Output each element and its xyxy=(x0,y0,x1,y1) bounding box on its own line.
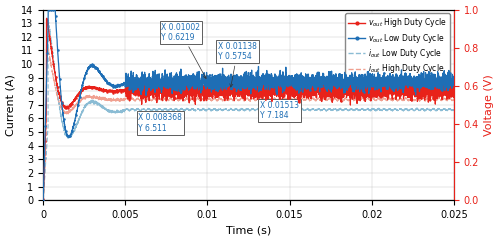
Text: X 0.01513
Y 7.184: X 0.01513 Y 7.184 xyxy=(260,101,299,120)
Text: X 0.01138
Y 0.5754: X 0.01138 Y 0.5754 xyxy=(218,42,257,87)
Y-axis label: Voltage (V): Voltage (V) xyxy=(484,74,494,136)
X-axis label: Time (s): Time (s) xyxy=(226,225,271,235)
Text: X 0.01002
Y 0.6219: X 0.01002 Y 0.6219 xyxy=(162,23,206,79)
Legend: $v_{out}$ High Duty Cycle, $v_{out}$ Low Duty Cycle, $i_{out}$ Low Duty Cycle, $: $v_{out}$ High Duty Cycle, $v_{out}$ Low… xyxy=(345,13,450,78)
Y-axis label: Current (A): Current (A) xyxy=(6,74,16,136)
Text: X 0.008368
Y 6.511: X 0.008368 Y 6.511 xyxy=(138,113,182,133)
